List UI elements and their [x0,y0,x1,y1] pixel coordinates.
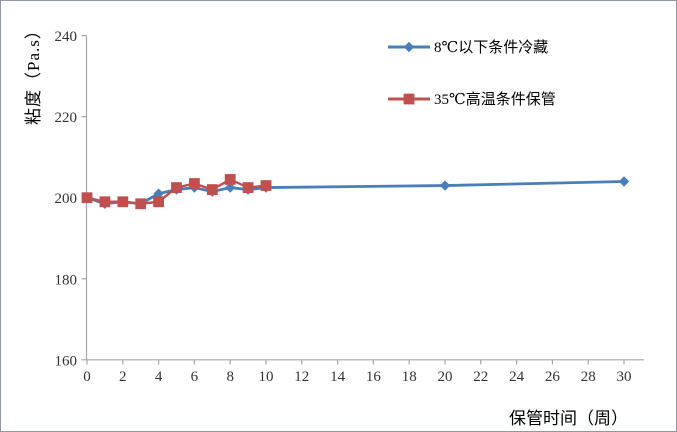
square-marker-icon [135,198,147,210]
legend-item-high-temp: 35℃高温条件保管 [387,88,556,109]
x-tick-label: 4 [155,369,163,385]
legend-diamond-marker-icon [388,41,430,52]
series-high-temp [81,174,272,210]
x-tick-label: 6 [191,369,199,385]
square-marker-icon [206,184,218,195]
y-tick-label: 240 [55,29,78,45]
square-marker-icon [242,182,254,193]
x-tick-label: 14 [330,369,346,385]
series-line [86,180,625,206]
legend-label-refrigerated: 8℃以下条件冷藏 [434,40,549,56]
legend-label-high-temp: 35℃高温条件保管 [434,92,556,108]
x-tick-label: 8 [226,369,234,385]
x-tick-label: 10 [259,369,274,385]
square-marker-icon [99,196,111,208]
diamond-marker-icon [403,41,415,52]
square-marker-icon [224,174,236,185]
x-tick-label: 22 [473,369,488,385]
x-tick-label: 0 [83,369,91,385]
diamond-marker-icon [153,188,164,199]
square-marker-icon [403,93,415,104]
square-marker-icon [260,180,272,191]
y-axis-title: 粘度（Pa.s） [24,21,43,125]
y-tick-label: 160 [55,353,78,369]
diamond-marker-icon [225,182,236,193]
y-tick-label: 180 [55,272,78,288]
diamond-marker-icon [439,180,451,191]
x-tick-label: 28 [581,369,596,385]
square-marker-icon [189,178,200,189]
x-tick-label: 24 [509,369,525,385]
x-tick-label: 12 [294,369,309,385]
y-tick-label: 200 [55,191,78,207]
x-tick-label: 20 [438,369,453,385]
legend-item-refrigerated: 8℃以下条件冷藏 [387,36,556,57]
x-tick-label: 30 [617,369,632,385]
x-tick-label: 16 [366,369,382,385]
square-marker-icon [153,196,164,208]
x-tick-label: 2 [119,369,127,385]
legend: 8℃以下条件冷藏 35℃高温条件保管 [387,36,556,109]
square-marker-icon [117,196,129,208]
legend-square-marker-icon [388,93,430,104]
square-marker-icon [81,192,93,204]
x-axis-title: 保管时间（周） [509,409,628,428]
x-tick-label: 18 [402,369,417,385]
diamond-marker-icon [618,176,630,187]
x-tick-label: 26 [545,369,561,385]
y-tick-label: 220 [55,110,78,126]
square-marker-icon [171,182,182,193]
